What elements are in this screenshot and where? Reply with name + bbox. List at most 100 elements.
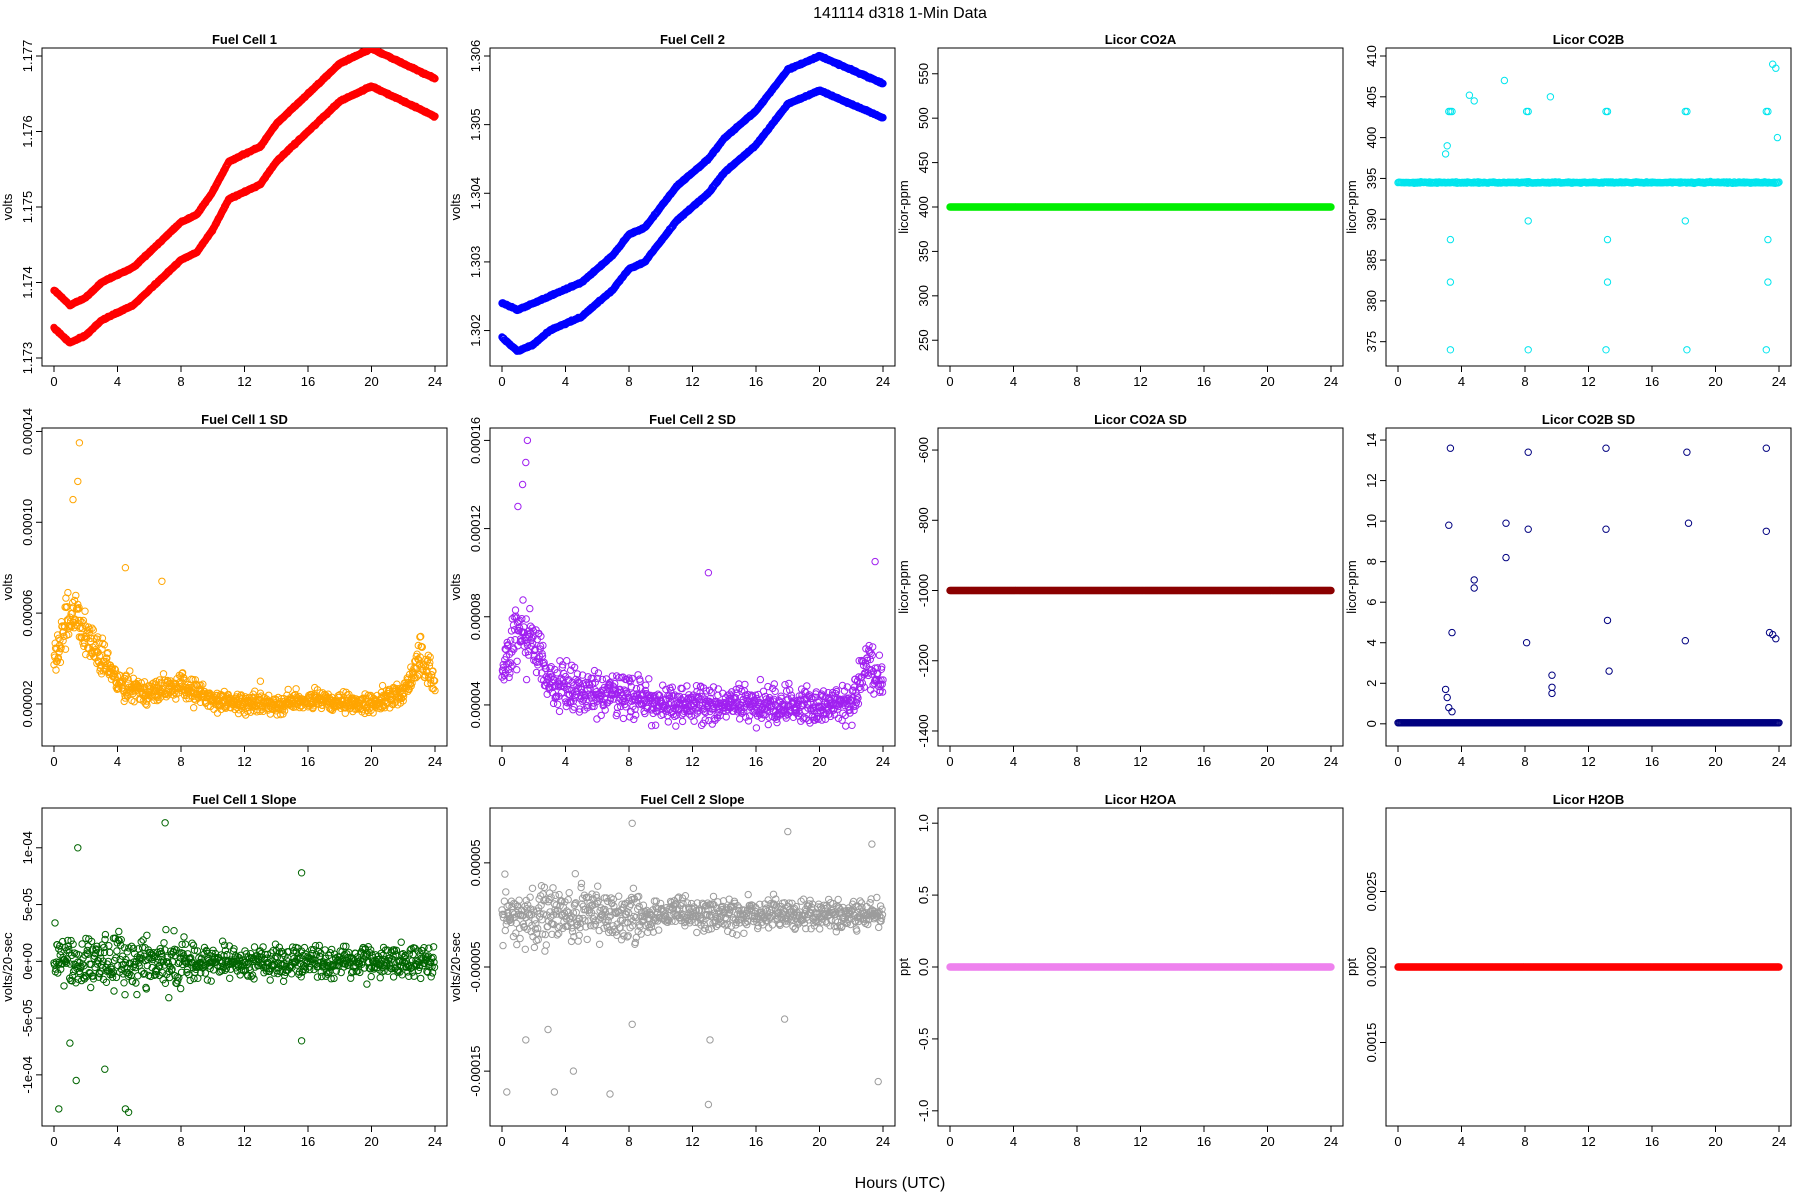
x-tick-label: 20 [1708,374,1722,389]
data-point [1443,142,1451,150]
y-axis-label: licor-ppm [1344,180,1359,233]
data-point [56,636,64,644]
data-point [879,113,887,122]
panel-title: Fuel Cell 1 SD [201,412,288,427]
data-point [1681,217,1690,225]
x-tick-label: 16 [301,374,315,389]
data-point [1603,107,1612,116]
y-tick-label: 250 [916,329,931,351]
y-tick-label: 1.305 [468,108,483,141]
y-tick-label: 385 [1364,249,1379,271]
data-point [431,112,439,121]
data-point [1441,150,1450,158]
x-tick-label: 24 [428,754,442,769]
data-point [74,605,82,613]
panel-title: Licor CO2B [1553,32,1625,47]
data-series [50,48,439,347]
y-tick-label: 300 [916,285,931,307]
data-point [61,645,70,653]
x-tick-label: 12 [237,374,251,389]
data-point [1465,91,1474,99]
shared-x-axis-label: Hours (UTC) [855,1175,946,1192]
x-tick-label: 20 [812,374,826,389]
data-point [104,649,112,657]
data-point [54,653,63,662]
data-series [498,51,887,355]
x-tick-label: 12 [237,754,251,769]
x-tick-label: 24 [428,374,442,389]
data-point [1773,133,1782,142]
data-point [1446,235,1455,244]
y-tick-label: 1.304 [468,177,483,210]
data-point [103,654,111,662]
x-tick-label: 8 [625,374,632,389]
data-point [1774,179,1782,187]
y-tick-label: 1.175 [20,191,35,224]
data-point [1683,346,1691,354]
y-axis-label: volts [0,193,15,220]
data-point [100,641,109,649]
x-tick-label: 24 [1772,374,1786,389]
y-tick-label: 1.176 [20,115,35,148]
data-point [879,79,887,88]
y-tick-label: 450 [916,152,931,174]
x-tick-label: 16 [301,754,315,769]
figure-title: 141114 d318 1-Min Data [813,5,987,22]
data-point [57,644,65,652]
data-series [50,439,439,719]
data-point [1762,346,1771,354]
x-tick-label: 20 [1260,374,1274,389]
y-tick-label: 400 [916,196,931,218]
data-point [89,626,98,634]
y-tick-label: 400 [1364,127,1379,149]
x-tick-label: 4 [114,754,121,769]
data-point [1683,107,1691,116]
y-tick-label: 375 [1364,331,1379,353]
data-point [72,591,80,600]
data-point [52,666,60,674]
data-point [1470,97,1478,105]
data-point [1500,76,1509,85]
y-axis-label: volts [448,193,463,220]
x-tick-label: 24 [876,374,890,389]
data-point [1524,107,1532,116]
data-point [1327,203,1335,211]
data-series [1394,60,1783,354]
data-point [75,604,83,612]
data-point [1775,178,1783,186]
y-tick-label: 405 [1364,86,1379,108]
data-point [81,607,89,615]
data-point [1603,235,1612,244]
data-point [1603,278,1612,286]
x-tick-label: 12 [685,374,699,389]
y-tick-label: 390 [1364,208,1379,230]
x-tick-label: 4 [562,374,569,389]
y-tick-label: 1.173 [20,342,35,375]
y-tick-label: 410 [1364,45,1379,67]
data-series [946,203,1335,211]
data-point [98,634,107,642]
data-point [71,616,80,624]
x-tick-label: 16 [1197,374,1211,389]
data-point [103,650,111,658]
x-tick-label: 0 [50,754,57,769]
x-tick-label: 16 [749,374,763,389]
data-point [55,634,63,642]
x-tick-label: 0 [50,374,57,389]
data-point [95,652,104,660]
x-tick-label: 0 [498,374,505,389]
data-point [56,658,65,666]
data-point [80,642,88,650]
data-point [1602,107,1610,116]
y-tick-label: 1.306 [468,40,483,73]
plot-frame [1385,47,1792,367]
x-tick-label: 8 [1073,374,1080,389]
data-point [98,645,106,653]
data-point [64,588,72,597]
panel-title: Licor CO2A [1105,32,1177,47]
data-point [1524,217,1532,225]
